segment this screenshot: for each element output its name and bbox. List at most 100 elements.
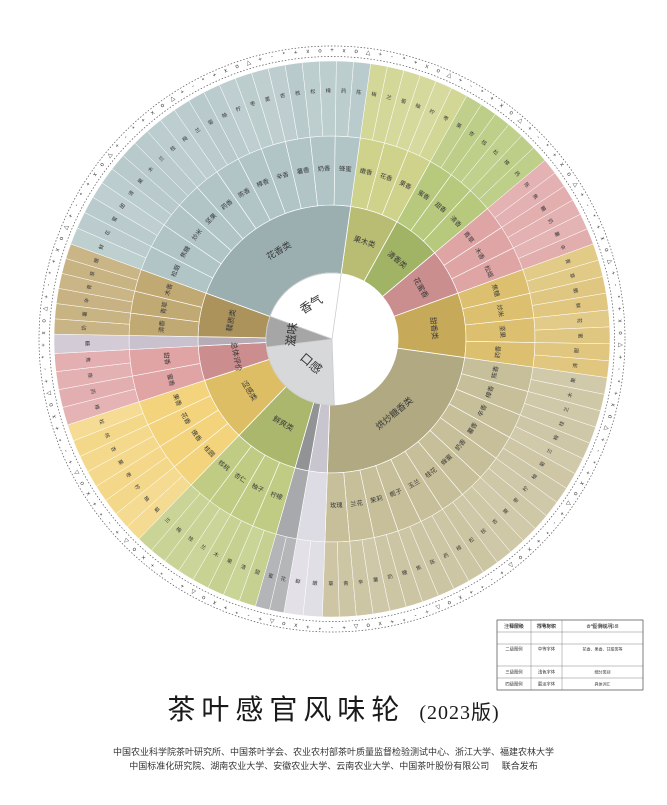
svg-text:*: * [614, 295, 620, 299]
svg-text:*: * [48, 271, 55, 275]
svg-text:-: - [413, 612, 417, 618]
svg-text:+: + [609, 271, 616, 276]
svg-text:o: o [201, 593, 207, 600]
svg-text:△: △ [269, 617, 275, 624]
svg-text:+: + [330, 48, 334, 54]
svg-text:+: + [498, 569, 505, 576]
svg-text:x: x [51, 414, 58, 419]
svg-text:△: △ [122, 536, 130, 544]
svg-text:o: o [606, 414, 613, 419]
svg-text:*: * [282, 52, 286, 58]
svg-text:+: + [44, 378, 51, 383]
svg-text:o: o [354, 49, 358, 55]
svg-text:+: + [598, 437, 605, 443]
svg-text:+: + [115, 143, 122, 150]
svg-text:-: - [594, 449, 600, 453]
svg-text:△: △ [42, 306, 48, 312]
svg-text:*: * [614, 379, 620, 383]
svg-text:△: △ [63, 224, 70, 231]
svg-text:△: △ [565, 500, 573, 508]
svg-text:o: o [508, 110, 515, 117]
svg-text:樟: 樟 [326, 86, 331, 94]
svg-text:o: o [281, 620, 286, 627]
svg-text:△: △ [606, 258, 613, 264]
svg-text:玫瑰: 玫瑰 [330, 500, 344, 509]
svg-text:糖: 糖 [83, 341, 91, 346]
svg-text:细分类别: 细分类别 [595, 669, 611, 675]
svg-text:+: + [114, 528, 121, 535]
svg-text:+: + [526, 126, 533, 133]
svg-text:o: o [48, 402, 55, 407]
svg-text:+: + [294, 50, 299, 56]
svg-text:-: - [170, 576, 175, 582]
svg-text:+: + [342, 624, 346, 630]
svg-text:-: - [63, 449, 69, 453]
svg-text:二级图例: 二级图例 [505, 646, 522, 653]
svg-text:+: + [467, 588, 473, 595]
svg-text:+: + [616, 355, 622, 359]
svg-text:-: - [123, 135, 129, 141]
svg-text:四级图例: 四级图例 [505, 681, 522, 688]
svg-text:最淡字体: 最淡字体 [538, 681, 556, 688]
svg-text:药: 药 [341, 87, 347, 95]
svg-text:+: + [180, 89, 187, 96]
svg-text:x: x [498, 103, 504, 110]
svg-text:+: + [583, 470, 590, 476]
svg-text:o: o [131, 545, 138, 552]
svg-text:深色字体: 深色字体 [538, 623, 556, 630]
svg-text:*: * [202, 78, 207, 85]
svg-text:o: o [160, 102, 167, 109]
svg-text:*: * [589, 214, 596, 219]
svg-text:浅色字体: 浅色字体 [538, 669, 556, 676]
svg-text:x: x [342, 48, 345, 54]
svg-text:+: + [424, 608, 430, 615]
svg-text:x: x [41, 331, 47, 334]
svg-text:+: + [550, 152, 557, 159]
svg-text:x: x [424, 64, 429, 71]
svg-text:△: △ [516, 117, 524, 125]
svg-text:x: x [223, 68, 228, 75]
svg-text:-: - [535, 135, 541, 141]
svg-text:-: - [43, 368, 49, 371]
svg-text:-: - [468, 84, 473, 90]
svg-text:x: x [141, 554, 147, 561]
svg-text:-: - [390, 54, 393, 60]
svg-text:具体词汇: 具体词汇 [595, 681, 611, 687]
svg-text:x: x [86, 490, 93, 496]
svg-text:+: + [179, 582, 186, 589]
svg-text:三级图例: 三级图例 [505, 669, 522, 676]
svg-text:*: * [543, 143, 549, 149]
svg-text:△: △ [365, 50, 371, 57]
svg-text:蜜: 蜜 [576, 333, 584, 338]
svg-text:*: * [479, 89, 485, 96]
svg-text:△: △ [246, 60, 253, 67]
svg-text:草: 草 [328, 579, 333, 587]
svg-text:o: o [617, 331, 623, 335]
svg-text:o: o [365, 622, 370, 628]
svg-text:-: - [331, 624, 333, 630]
svg-text:滋味: 滋味 [284, 322, 301, 347]
svg-text:*: * [159, 569, 165, 576]
svg-text:+: + [615, 307, 621, 312]
svg-text:x: x [526, 546, 532, 552]
svg-text:+: + [488, 96, 495, 103]
svg-text:香气、滳味、口感: 香气、滳味、口感 [587, 623, 619, 629]
svg-text:△: △ [602, 425, 609, 432]
svg-text:△: △ [446, 72, 453, 80]
svg-text:x: x [578, 480, 585, 486]
svg-text:+: + [85, 181, 92, 188]
svg-text:+: + [389, 617, 394, 624]
svg-text:+: + [223, 603, 229, 610]
svg-text:x: x [558, 162, 565, 168]
svg-text:花香、果香、甘甜类等: 花香、果香、甘甜类等 [583, 646, 623, 652]
svg-text:△: △ [434, 603, 441, 610]
svg-text:△: △ [189, 587, 196, 595]
svg-text:甜: 甜 [572, 348, 580, 354]
svg-text:x: x [306, 49, 309, 55]
svg-text:x: x [616, 319, 622, 322]
svg-text:△: △ [106, 151, 114, 159]
svg-text:△: △ [571, 181, 579, 188]
svg-text:+: + [534, 537, 541, 544]
svg-text:o: o [42, 318, 48, 322]
svg-text:+: + [305, 623, 309, 629]
